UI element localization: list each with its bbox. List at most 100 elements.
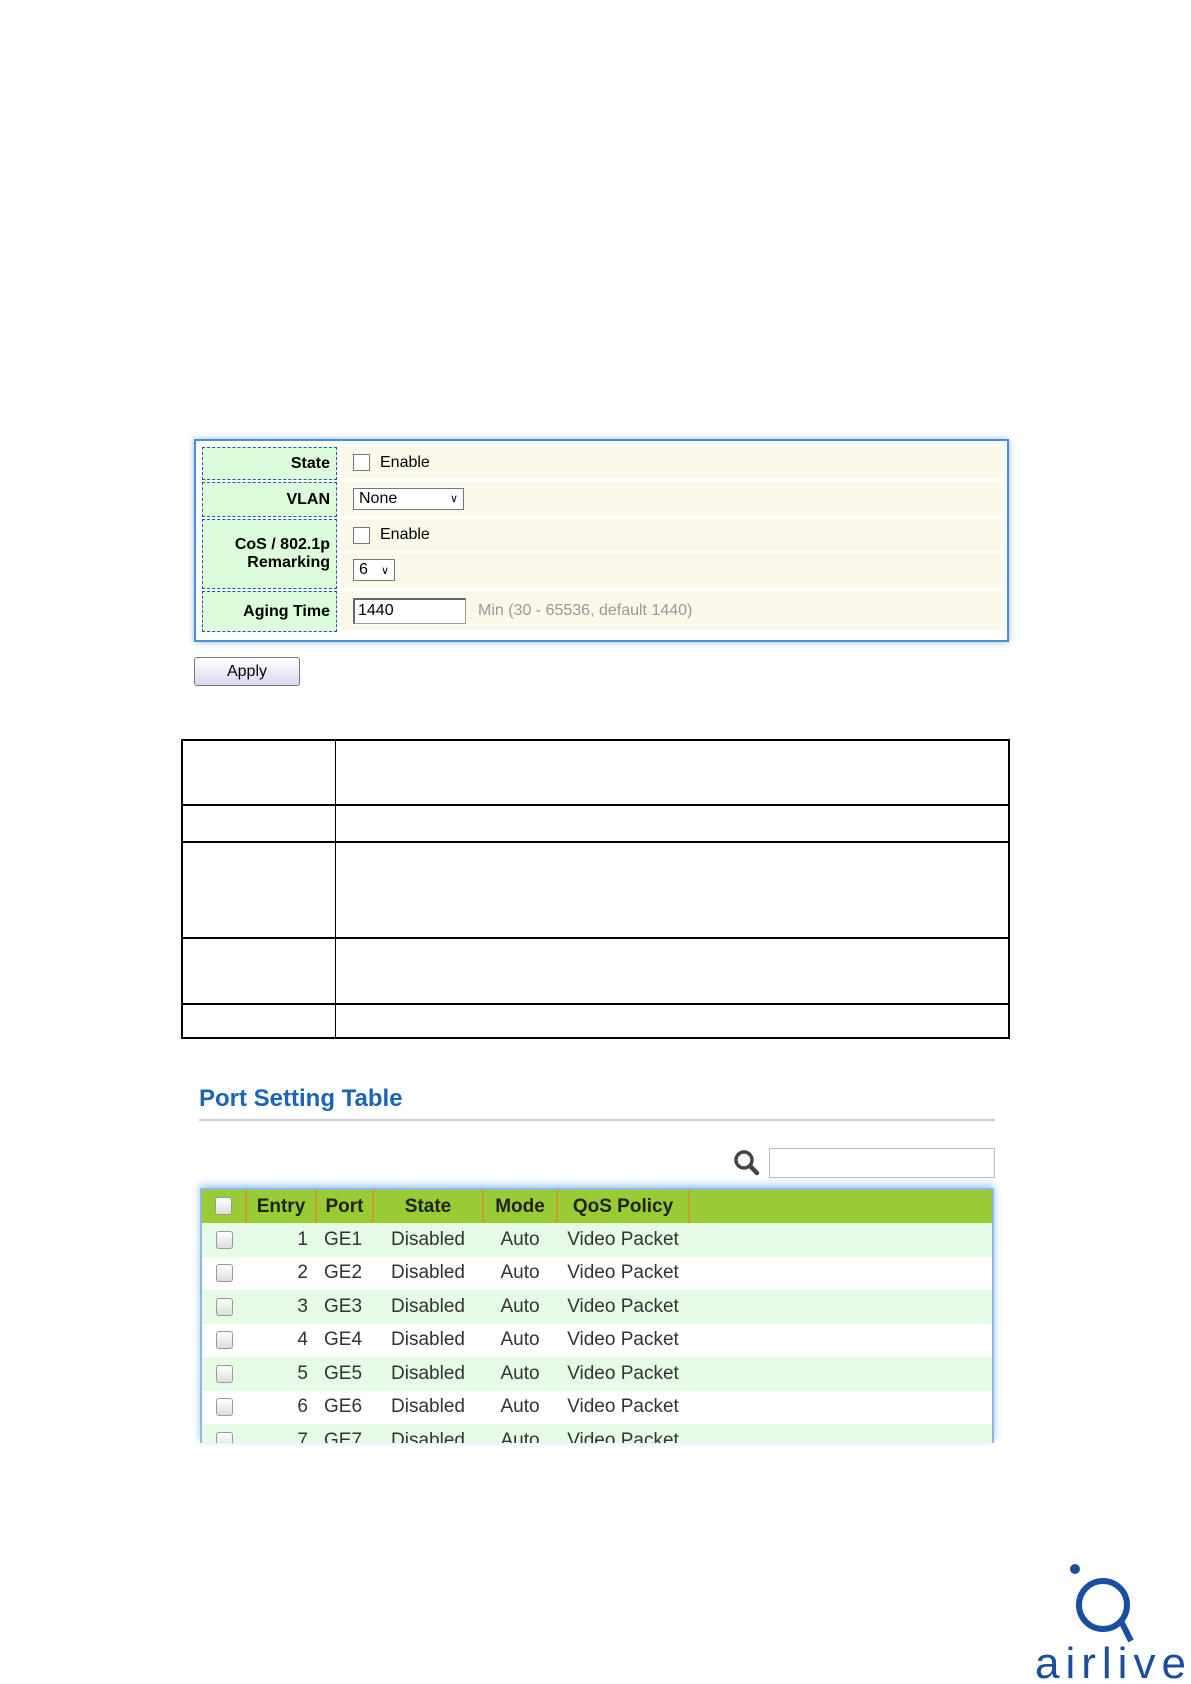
state-enable-label: Enable [380,453,430,471]
row-divider [183,841,1008,843]
cell-entry: 2 [297,1262,308,1284]
title-underline [199,1119,995,1121]
column-header-mode[interactable]: Mode [483,1190,558,1223]
row-checkbox[interactable] [215,1431,233,1443]
row-checkbox-cell [202,1391,246,1425]
cell-mode: Auto [483,1223,557,1257]
row-checkbox-cell [202,1324,246,1358]
row-checkbox[interactable] [215,1331,233,1350]
row-checkbox[interactable] [215,1230,233,1249]
row-divider [183,804,1008,806]
column-header-filler [689,1190,992,1223]
cell-mode: Auto [483,1290,557,1324]
row-checkbox[interactable] [215,1364,233,1383]
cell-state: Disabled [391,1329,465,1351]
cell-qos-policy: Video Packet [557,1223,689,1257]
cell-filler [689,1424,992,1443]
cell-port: GE1 [316,1223,373,1257]
cell-qos-policy: Video Packet [567,1396,679,1418]
cell-qos-policy: Video Packet [567,1329,679,1351]
cell-filler [689,1223,992,1257]
row-checkbox-cell [202,1290,246,1324]
column-header-state[interactable]: State [373,1190,484,1223]
cell-entry: 1 [246,1223,316,1257]
table-row[interactable]: 3 GE3 Disabled Auto Video Packet [202,1290,992,1324]
cell-qos-policy: Video Packet [557,1290,689,1324]
cell-state: Disabled [373,1223,483,1257]
cell-state: Disabled [373,1357,483,1391]
cell-port: GE5 [316,1357,373,1391]
cell-port: GE7 [316,1424,373,1443]
row-checkbox-cell [202,1257,246,1291]
cell-entry: 5 [246,1357,316,1391]
table-row[interactable]: 6 GE6 Disabled Auto Video Packet [202,1391,992,1425]
aging-time-hint: Min (30 - 65536, default 1440) [478,601,693,619]
cell-port: GE3 [316,1290,373,1324]
cell-filler [689,1324,992,1358]
airlive-logo: airlive [1035,1564,1185,1683]
cell-mode: Auto [500,1329,540,1351]
row-checkbox-cell [202,1357,246,1391]
column-header-qos-policy[interactable]: QoS Policy [557,1190,690,1223]
cell-state: Disabled [373,1290,483,1324]
cell-mode: Auto [483,1357,557,1391]
cell-port: GE2 [324,1262,363,1284]
vlan-value: None [359,489,398,507]
cell-mode: Auto [500,1396,540,1418]
cell-mode: Auto [483,1424,557,1443]
port-setting-table: Entry Port State Mode QoS Policy 1 GE1 Dis… [200,1188,994,1443]
cell-entry: 6 [297,1396,308,1418]
row-checkbox[interactable] [215,1264,233,1283]
igmp-settings-panel: State Enable VLAN None ∨ CoS / 802.1p Rema… [194,439,1009,642]
cell-mode: Auto [500,1262,540,1284]
vlan-select[interactable]: None ∨ [353,487,464,510]
cell-qos-policy: Video Packet [567,1262,679,1284]
cell-state: Disabled [391,1262,465,1284]
row-divider [183,1003,1008,1005]
cos-enable-checkbox[interactable] [353,526,370,544]
chevron-down-icon: ∨ [449,493,458,505]
cell-state: Disabled [373,1424,483,1443]
vlan-label: VLAN [202,482,337,517]
apply-button[interactable]: Apply [194,657,300,686]
cell-port: GE6 [324,1396,363,1418]
aging-time-input[interactable]: 1440 [353,597,466,624]
state-label: State [202,447,337,480]
cos-priority-select[interactable]: 6 ∨ [353,559,395,581]
cell-filler [689,1257,992,1291]
table-row[interactable]: 2 GE2 Disabled Auto Video Packet [202,1257,992,1291]
cos-label-line2: Remarking [247,554,330,571]
search-icon[interactable] [733,1149,761,1177]
cell-filler [689,1357,992,1391]
table-row[interactable]: 5 GE5 Disabled Auto Video Packet [202,1357,992,1391]
row-checkbox-cell [202,1424,246,1443]
cell-qos-policy: Video Packet [557,1357,689,1391]
cos-label-line1: CoS / 802.1p [234,536,330,553]
aging-time-label: Aging Time [202,591,337,632]
cell-state: Disabled [391,1396,465,1418]
cos-remarking-label: CoS / 802.1p Remarking [202,519,337,589]
port-setting-table-title: Port Setting Table [199,1085,403,1112]
cell-entry: 4 [297,1329,308,1351]
row-checkbox[interactable] [215,1398,233,1417]
table-row[interactable]: 1 GE1 Disabled Auto Video Packet [202,1223,992,1257]
select-all-checkbox[interactable] [215,1197,232,1216]
cos-enable-label: Enable [380,526,430,543]
description-table [181,739,1010,1039]
cos-priority-value: 6 [359,561,368,578]
row-checkbox[interactable] [215,1297,233,1316]
cell-port: GE4 [324,1329,363,1351]
state-enable-checkbox[interactable] [353,454,370,471]
column-header-port[interactable]: Port [316,1190,374,1223]
cell-entry: 7 [246,1424,316,1443]
column-divider [335,741,336,1037]
table-row[interactable]: 7 GE7 Disabled Auto Video Packet [202,1424,992,1443]
column-header-entry[interactable]: Entry [246,1190,317,1223]
cell-filler [689,1290,992,1324]
cell-qos-policy: Video Packet [557,1424,689,1443]
cell-filler [689,1391,992,1425]
cell-entry: 3 [246,1290,316,1324]
search-input[interactable] [769,1148,995,1178]
logo-text: airlive [1035,1639,1185,1683]
table-row[interactable]: 4 GE4 Disabled Auto Video Packet [202,1324,992,1358]
